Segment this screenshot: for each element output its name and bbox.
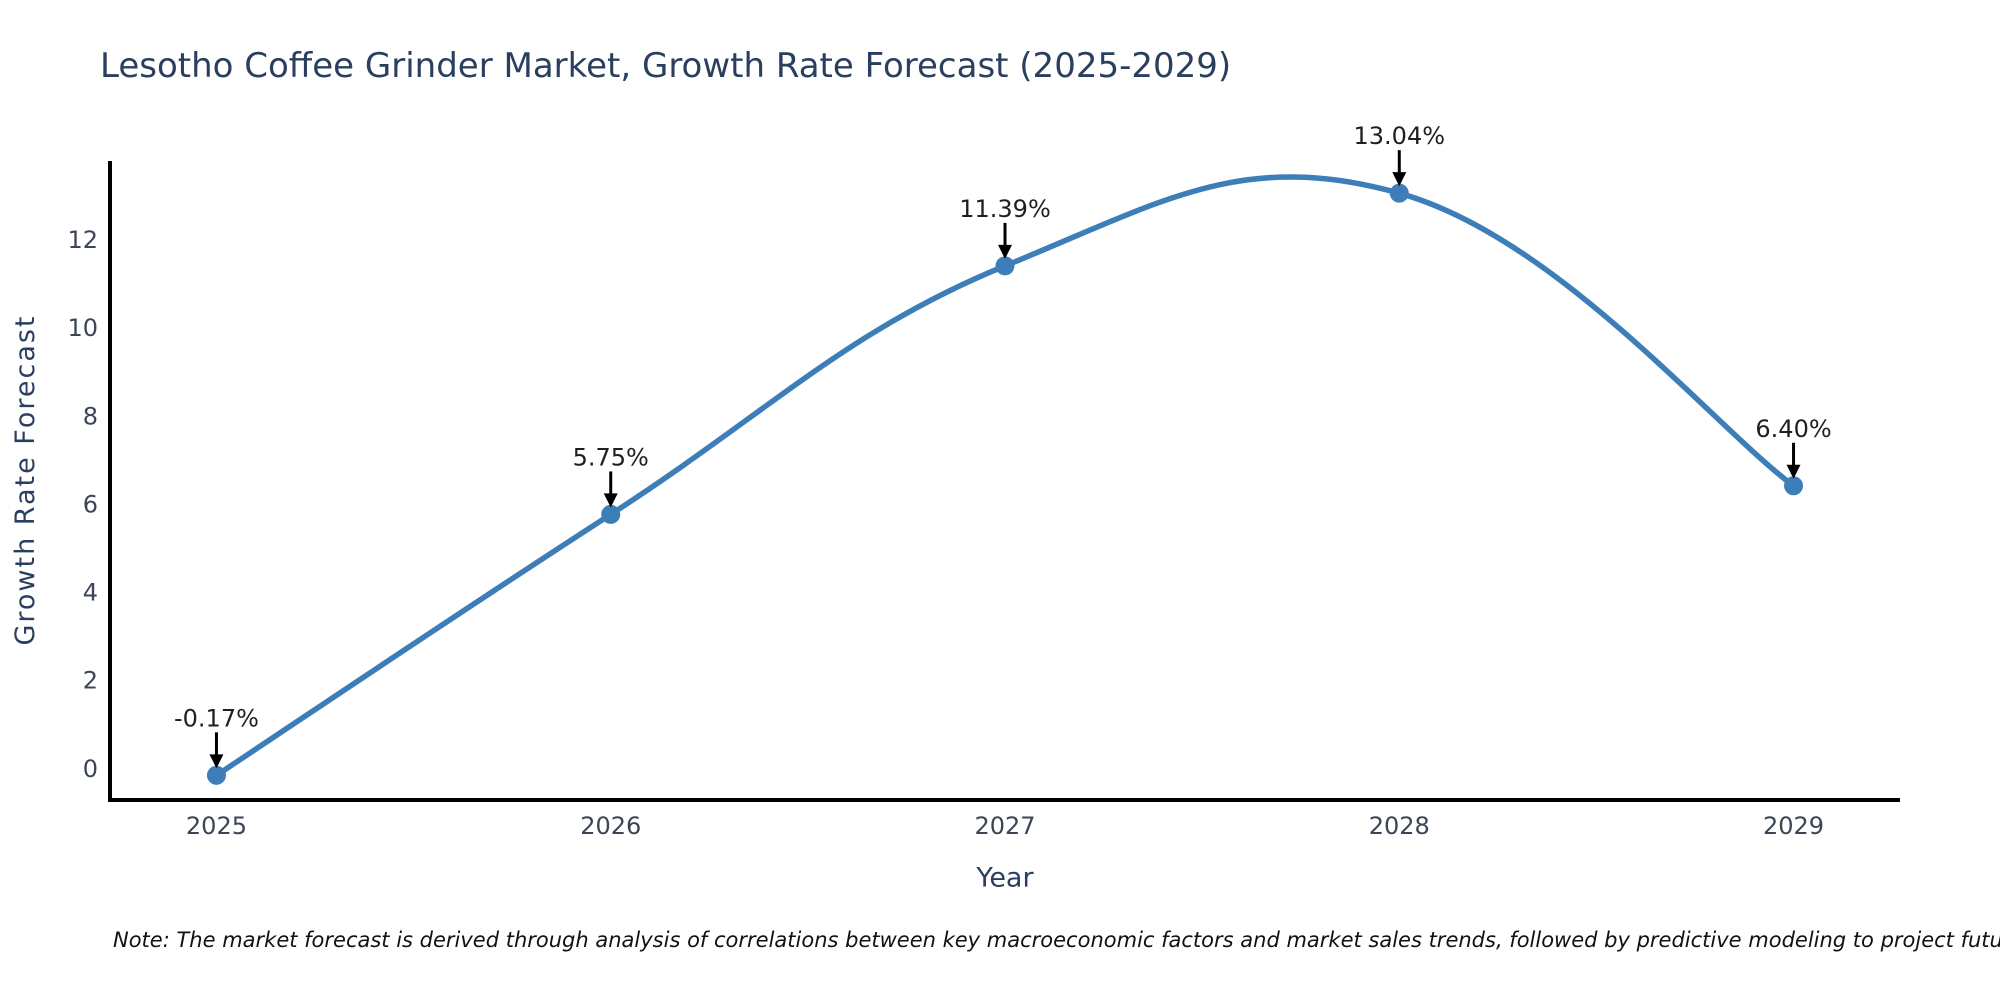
y-tick-label: 0: [83, 755, 98, 783]
data-point-2027: [995, 256, 1015, 276]
y-tick-label: 6: [83, 490, 98, 518]
x-tick-label: 2025: [186, 812, 247, 840]
y-tick-label: 2: [83, 667, 98, 695]
data-point-2025: [206, 765, 226, 785]
annotation-arrowhead-icon: [998, 244, 1012, 259]
annotation-arrowhead-icon: [1786, 464, 1801, 479]
footnote: Note: The market forecast is derived thr…: [113, 928, 2000, 952]
point-value-label: 5.75%: [573, 443, 649, 471]
chart-title: Lesotho Coffee Grinder Market, Growth Ra…: [100, 46, 1232, 86]
annotation-arrowhead-icon: [1392, 172, 1407, 187]
y-tick-label: 12: [67, 226, 98, 254]
annotation-arrowhead-icon: [603, 493, 618, 508]
data-point-2029: [1784, 476, 1804, 496]
y-tick-label: 4: [83, 579, 98, 607]
x-tick-label: 2029: [1763, 812, 1824, 840]
point-value-label: 11.39%: [959, 195, 1051, 223]
x-tick-label: 2026: [580, 812, 641, 840]
x-tick-label: 2027: [974, 812, 1035, 840]
point-value-label: -0.17%: [174, 704, 259, 732]
x-axis-title: Year: [976, 862, 1034, 894]
point-value-label: 13.04%: [1354, 122, 1446, 150]
point-value-label: 6.40%: [1755, 415, 1831, 443]
y-tick-label: 10: [67, 314, 98, 342]
x-tick-label: 2028: [1369, 812, 1430, 840]
data-point-2026: [601, 504, 621, 524]
annotation-arrowhead-icon: [209, 754, 224, 769]
y-tick-label: 8: [83, 402, 98, 430]
data-point-2028: [1389, 183, 1409, 203]
